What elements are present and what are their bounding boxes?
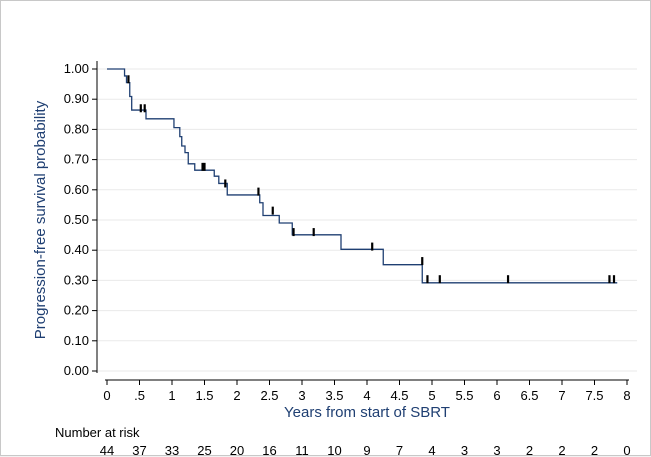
y-ticks: 0.00 0.10 0.20 0.30 0.40 0.50 0.60 0.70 0.80 0.90…: [64, 61, 97, 378]
gridlines: [97, 68, 637, 372]
x-tick-label: 7: [558, 388, 565, 403]
x-tick-label: 8: [623, 388, 630, 403]
risk-count: 4: [428, 443, 435, 457]
survival-curve: [107, 68, 618, 284]
risk-count: 9: [363, 443, 370, 457]
risk-count: 2: [526, 443, 533, 457]
y-tick-label: 0.10: [64, 333, 89, 348]
risk-count: 7: [396, 443, 403, 457]
x-tick-label: 3.5: [325, 388, 343, 403]
x-tick-label: 1.5: [195, 388, 213, 403]
risk-count: 2: [591, 443, 598, 457]
risk-count: 10: [327, 443, 341, 457]
x-tick-label: 7.5: [585, 388, 603, 403]
y-axis-title: Progression-free survival probability: [32, 100, 49, 339]
x-tick-label: .5: [134, 388, 145, 403]
x-tick-label: 4: [363, 388, 370, 403]
x-axis-title: Years from start of SBRT: [284, 404, 450, 421]
y-tick-label: 0.40: [64, 242, 89, 257]
risk-count: 37: [132, 443, 146, 457]
censor-marks: [127, 75, 616, 284]
x-tick-label: 5.5: [455, 388, 473, 403]
risk-count: 3: [493, 443, 500, 457]
y-tick-label: 0.60: [64, 182, 89, 197]
x-tick-label: 0: [103, 388, 110, 403]
x-tick-label: 6: [493, 388, 500, 403]
y-tick-label: 0.90: [64, 91, 89, 106]
y-tick-label: 0.70: [64, 152, 89, 167]
risk-count: 25: [197, 443, 211, 457]
risk-count: 44: [100, 443, 114, 457]
risk-count: 0: [623, 443, 630, 457]
y-tick-label: 0.00: [64, 363, 89, 378]
x-tick-label: 2: [233, 388, 240, 403]
risk-table-label: Number at risk: [55, 425, 140, 440]
x-tick-label: 4.5: [390, 388, 408, 403]
x-tick-label: 5: [428, 388, 435, 403]
y-tick-label: 0.20: [64, 303, 89, 318]
y-tick-label: 0.30: [64, 272, 89, 287]
risk-table: 44 37 33 25 20 16 11 10 9 7 4 3 3 2 2 2 0: [100, 443, 631, 457]
x-tick-label: 3: [298, 388, 305, 403]
x-tick-label: 2.5: [260, 388, 278, 403]
x-tick-label: 6.5: [520, 388, 538, 403]
risk-count: 20: [230, 443, 244, 457]
x-tick-label: 1: [168, 388, 175, 403]
risk-count: 2: [558, 443, 565, 457]
x-ticks: 0 .5 1 1.5 2 2.5 3 3.5 4 4.5 5 5.5 6 6.5 7 7.5 8: [103, 380, 631, 403]
risk-count: 11: [295, 443, 309, 457]
risk-count: 33: [165, 443, 179, 457]
y-tick-label: 1.00: [64, 61, 89, 76]
y-tick-label: 0.50: [64, 212, 89, 227]
risk-count: 16: [262, 443, 276, 457]
risk-count: 3: [461, 443, 468, 457]
y-tick-label: 0.80: [64, 121, 89, 136]
